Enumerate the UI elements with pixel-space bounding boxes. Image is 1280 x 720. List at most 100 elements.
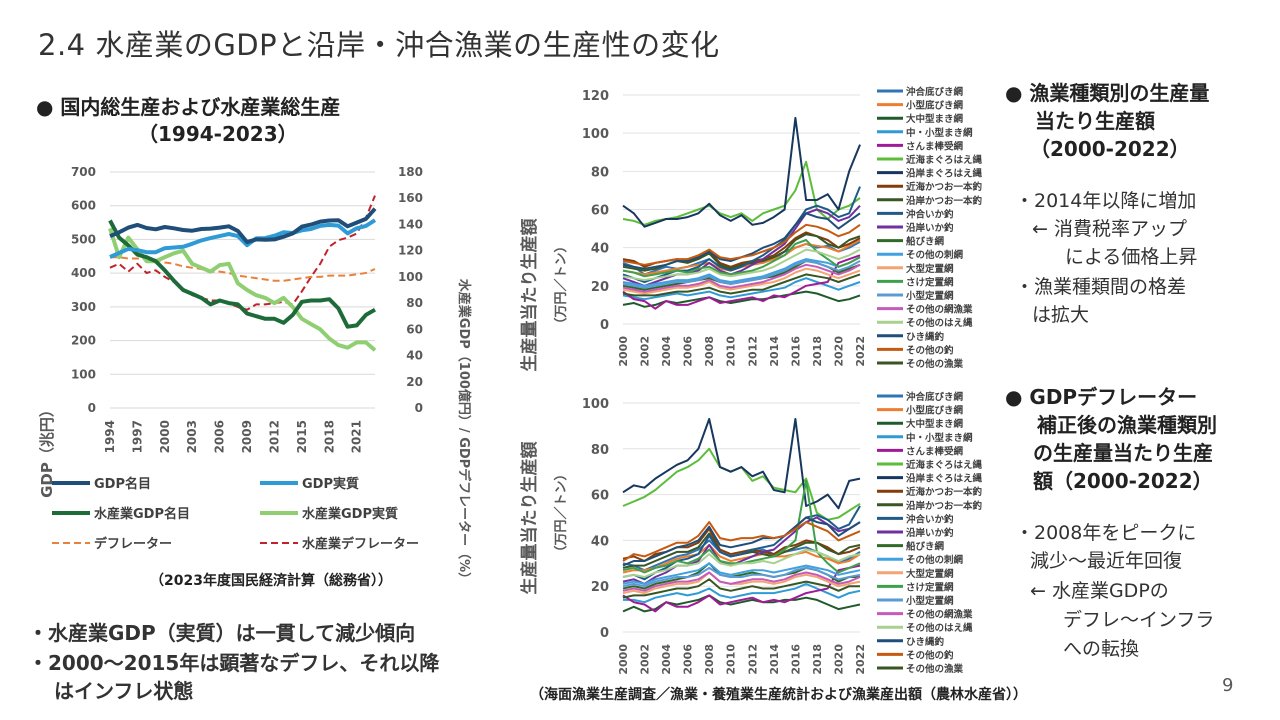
f1-legend-label: 沖合いか釣 <box>906 208 954 220</box>
f2-series-line-10 <box>622 516 861 585</box>
gdp-x-tick: 2021 <box>350 420 364 453</box>
f2-legend-label: その他の釣 <box>906 649 954 661</box>
gdp-y2-tick: 120 <box>398 244 423 258</box>
f1-legend-label: 沿岸まぐろはえ縄 <box>906 168 983 180</box>
f2-legend-label: 近海まぐろはえ縄 <box>906 459 983 471</box>
f2-series-line-20 <box>622 578 860 599</box>
gdp-y-tick: 0 <box>88 401 96 415</box>
f1-legend-label: その他の網漁業 <box>906 304 973 316</box>
f1-x-tick: 2006 <box>682 336 695 367</box>
right-heading-1: ● 漁業種類別の生産量 <box>1005 81 1210 105</box>
gdp-section-heading: ● 国内総生産および水産業総生産 <box>36 95 341 119</box>
f2-x-tick: 2008 <box>703 644 716 675</box>
f1-legend-label: 小型定置網 <box>905 290 954 302</box>
gdp-x-tick: 2006 <box>213 420 227 453</box>
f1-legend-label: さけ定置網 <box>906 276 954 288</box>
f2-series-line-17 <box>622 548 861 578</box>
right-note-2-5: への転換 <box>1063 638 1140 660</box>
gdp-tick-labels: 0 100 200 300 400 500 600 700 0 20 40 60 80 100 120 140… <box>71 165 423 453</box>
right-heading-1b: 当たり生産額 <box>1035 109 1155 133</box>
f2-legend-label: 小型定置網 <box>905 595 954 607</box>
gdp-x-tick: 2009 <box>240 420 254 453</box>
f2-series-line-13 <box>622 571 861 595</box>
f2-x-tick: 2018 <box>811 644 824 675</box>
f1-series-line-12 <box>622 256 861 287</box>
f2-series-line-1 <box>622 544 861 574</box>
gdp-series-line-2 <box>108 219 376 329</box>
fishery-deflated-lines <box>622 418 861 613</box>
f1-series-line-16 <box>622 263 861 293</box>
fishery-value-lines <box>622 116 861 310</box>
f2-x-tick: 2020 <box>832 644 845 675</box>
fishery-deflated-y-label-unit: （万円／トン） <box>553 467 569 558</box>
f1-y-tick: 60 <box>591 204 609 219</box>
f2-legend-label: 沿岸かつお一本釣 <box>906 500 983 512</box>
gdp-legend-label: 水産業GDP名目 <box>94 506 190 522</box>
right-heading-2d: 額（2000-2022） <box>1033 469 1213 493</box>
gdp-grid <box>110 171 375 409</box>
f2-legend-label: 沿岸まぐろはえ縄 <box>906 473 983 485</box>
f2-series-line-4 <box>622 564 861 613</box>
gdp-series-lines <box>108 195 377 352</box>
left-bullet-2: ・2000〜2015年は顕著なデフレ、それ以降 <box>28 651 440 675</box>
gdp-y2-tick: 20 <box>406 375 423 389</box>
f2-series-line-16 <box>622 571 861 592</box>
f2-series-line-12 <box>622 562 861 585</box>
f1-series-line-4 <box>622 254 861 310</box>
gdp-y-tick: 600 <box>71 199 96 213</box>
f2-series-line-5 <box>622 447 861 521</box>
gdp-series-line-3 <box>108 227 377 352</box>
f1-legend-label: 大型定置網 <box>906 263 954 275</box>
f2-y-tick: 100 <box>582 397 609 412</box>
f1-series-line-9 <box>622 186 861 283</box>
gdp-x-tick: 2003 <box>185 420 199 453</box>
f1-legend-label: さんま棒受網 <box>906 140 964 152</box>
right-heading-1c: （2000-2022） <box>1030 137 1190 161</box>
right-note-1-2: ← 消費税率アップ <box>1032 218 1187 240</box>
fishery-value-ticks: 0 20 40 60 80 100 120 2000 2002 2004 2006 2008 2010 2… <box>582 89 867 367</box>
f1-legend-label: その他の漁業 <box>906 358 964 370</box>
f1-legend-label: 船びき網 <box>906 236 945 248</box>
gdp-y2-tick: 100 <box>398 270 423 284</box>
f2-series-line-15 <box>622 566 861 588</box>
f1-y-tick: 80 <box>591 165 609 180</box>
f1-x-tick: 2012 <box>746 336 759 367</box>
gdp-x-tick: 2015 <box>295 420 309 453</box>
fishery-value-y-label: 生産量当たり生産額 <box>519 219 540 372</box>
gdp-legend-label: GDP実質 <box>302 476 359 492</box>
f1-legend-label: その他の刺網 <box>906 249 964 261</box>
f2-legend-label: 船びき網 <box>906 541 945 553</box>
f2-legend-label: その他の網漁業 <box>906 609 973 621</box>
f2-x-tick: 2006 <box>682 644 695 675</box>
f1-legend-label: 沿岸かつお一本釣 <box>906 195 983 207</box>
f2-x-tick: 2002 <box>639 644 652 675</box>
f1-legend-label: 沿岸いか釣 <box>906 222 954 234</box>
gdp-y-tick: 400 <box>71 266 96 280</box>
f1-series-line-13 <box>622 267 861 295</box>
f2-legend-label: さけ定置網 <box>906 581 954 593</box>
f1-legend-label: 近海まぐろはえ縄 <box>906 154 983 166</box>
left-bullet-2-cont: はインフレ状態 <box>54 679 194 703</box>
f1-x-tick: 2002 <box>639 336 652 367</box>
f2-series-line-18 <box>622 516 861 567</box>
fishery-value-chart: 0 20 40 60 80 100 120 2000 2002 2004 2006 2008 2010 2… <box>519 86 983 372</box>
f1-series-line-2 <box>622 290 861 308</box>
gdp-legend-label: 水産業GDP実質 <box>302 506 398 522</box>
f2-y-tick: 40 <box>591 534 609 549</box>
f1-series-line-20 <box>622 273 861 297</box>
f1-series-line-10 <box>622 205 861 287</box>
f2-legend-label: 近海かつお一本釣 <box>906 486 983 498</box>
f1-x-tick: 2022 <box>854 336 867 367</box>
right-note-2-4: デフレ〜インフラ <box>1063 609 1215 631</box>
f2-x-tick: 2012 <box>746 644 759 675</box>
f1-legend-label: 中・小型まき網 <box>906 127 973 139</box>
f1-x-tick: 2020 <box>832 336 845 367</box>
f2-legend-label: その他のはえ縄 <box>906 622 973 634</box>
right-note-1-4: ・漁業種類間の格差 <box>1015 276 1187 298</box>
gdp-source: （2023年度国民経済計算（総務省）） <box>150 573 392 589</box>
f1-legend-label: ひき縄釣 <box>906 331 945 343</box>
f1-y-tick: 100 <box>582 127 609 142</box>
f2-legend-label: 大型定置網 <box>906 568 954 580</box>
gdp-y-tick: 200 <box>71 334 96 348</box>
